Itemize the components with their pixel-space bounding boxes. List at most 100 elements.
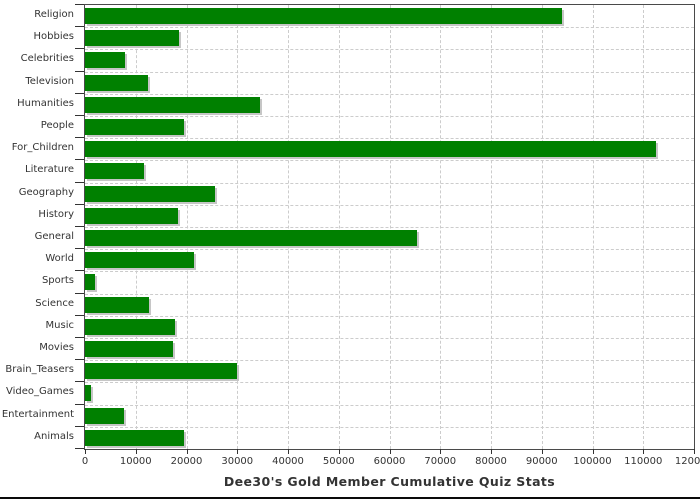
x-axis-tick: [491, 449, 492, 454]
x-axis-label: 60000: [373, 456, 406, 467]
x-axis-label: 110000: [624, 456, 663, 467]
y-axis-tick: [75, 359, 84, 361]
x-axis-tick: [237, 449, 239, 454]
y-axis-label: Hobbies: [33, 31, 74, 43]
x-axis-label: 20000: [170, 456, 203, 467]
gridline-horizontal: [85, 204, 694, 206]
y-axis-tick: [75, 292, 84, 294]
x-axis-tick: [541, 449, 543, 454]
x-axis-label: 70000: [424, 456, 457, 467]
gridline-horizontal: [85, 315, 694, 317]
y-axis-label: Geography: [18, 186, 74, 198]
bar-music: [85, 318, 176, 335]
y-axis-label: Sports: [41, 275, 74, 287]
bar-literature: [85, 163, 145, 180]
y-axis-tick: [75, 226, 84, 227]
y-axis-label: Entertainment: [1, 408, 74, 420]
gridline-horizontal: [85, 160, 694, 162]
x-axis-tick: [643, 449, 645, 454]
gridline-horizontal: [85, 293, 694, 295]
y-axis-tick: [75, 92, 84, 94]
plot-area: [84, 4, 695, 450]
x-axis-label: 40000: [272, 456, 304, 467]
bar-religion: [85, 8, 563, 24]
x-axis-tick: [389, 449, 391, 454]
x-axis-label: 120000: [674, 456, 700, 467]
y-axis-tick: [75, 115, 84, 116]
gridline-horizontal: [85, 71, 694, 73]
bar-humanities: [85, 96, 260, 113]
x-axis-label: 10000: [119, 456, 152, 467]
y-axis-label: History: [38, 208, 74, 220]
gridline-horizontal: [85, 49, 694, 51]
bar-science: [85, 296, 150, 313]
gridline-horizontal: [85, 382, 694, 384]
x-axis-label: 100000: [573, 456, 612, 467]
gridline-horizontal: [85, 426, 694, 428]
y-axis-tick: [75, 403, 84, 405]
y-axis-label: Television: [25, 75, 74, 87]
gridline-horizontal: [85, 271, 694, 273]
bottom-border-line: [0, 497, 700, 499]
y-axis-tick: [75, 448, 84, 449]
gridline-horizontal: [85, 182, 694, 184]
y-axis-label: Religion: [34, 9, 74, 20]
x-axis-tick: [592, 449, 594, 454]
gridline-horizontal: [85, 27, 694, 29]
y-axis-tick: [75, 425, 84, 427]
y-axis-label: Celebrities: [20, 53, 74, 65]
bar-for_children: [85, 141, 656, 158]
gridline-horizontal: [85, 360, 694, 362]
y-axis-tick: [75, 26, 84, 28]
y-axis-tick: [75, 137, 84, 139]
y-axis-tick: [75, 4, 84, 5]
x-axis-tick: [186, 449, 188, 454]
x-axis-tick: [85, 449, 86, 454]
y-axis-tick: [75, 181, 84, 183]
x-axis-label: 80000: [475, 456, 507, 467]
y-axis-tick: [75, 203, 84, 205]
x-axis-tick: [135, 449, 137, 454]
gridline-horizontal: [85, 93, 694, 95]
x-axis-label: 0: [81, 456, 89, 467]
gridline-horizontal: [85, 116, 694, 117]
y-axis-tick: [75, 70, 84, 72]
bar-geography: [85, 185, 215, 202]
y-axis-label: For_Children: [11, 142, 74, 154]
bar-world: [85, 252, 194, 269]
y-axis-tick: [75, 314, 84, 316]
y-axis-label: Movies: [39, 342, 74, 353]
gridline-horizontal: [85, 404, 694, 406]
y-axis-label: Literature: [25, 164, 74, 176]
y-axis-label: Animals: [34, 430, 74, 442]
y-axis-tick: [75, 248, 84, 250]
bar-animals: [85, 429, 185, 446]
x-axis-tick: [288, 449, 289, 454]
y-axis-label: Humanities: [17, 97, 74, 109]
bar-people: [85, 119, 185, 135]
y-axis-label: Music: [45, 319, 74, 331]
bar-movies: [85, 341, 174, 357]
y-axis-label: Video_Games: [6, 386, 74, 398]
y-axis-label: Science: [35, 297, 74, 309]
y-axis-tick: [75, 270, 84, 272]
gridline-horizontal: [85, 249, 694, 251]
bar-entertainment: [85, 407, 125, 424]
bar-celebrities: [85, 52, 125, 69]
y-axis-tick: [75, 159, 84, 161]
y-axis-label: General: [34, 231, 74, 242]
gridline-horizontal: [85, 138, 694, 140]
x-axis-tick: [440, 449, 442, 454]
bar-brain_teasers: [85, 363, 237, 380]
bar-video_games: [85, 385, 92, 402]
y-axis-tick: [75, 381, 84, 383]
x-axis-label: 30000: [221, 456, 254, 467]
y-axis-tick: [75, 48, 84, 50]
x-axis-label: 90000: [525, 456, 558, 467]
x-axis-tick: [694, 449, 695, 454]
x-axis-tick: [338, 449, 340, 454]
bar-hobbies: [85, 30, 180, 47]
y-axis-label: Brain_Teasers: [5, 364, 74, 376]
bar-television: [85, 74, 149, 91]
x-axis-label: 50000: [322, 456, 355, 467]
